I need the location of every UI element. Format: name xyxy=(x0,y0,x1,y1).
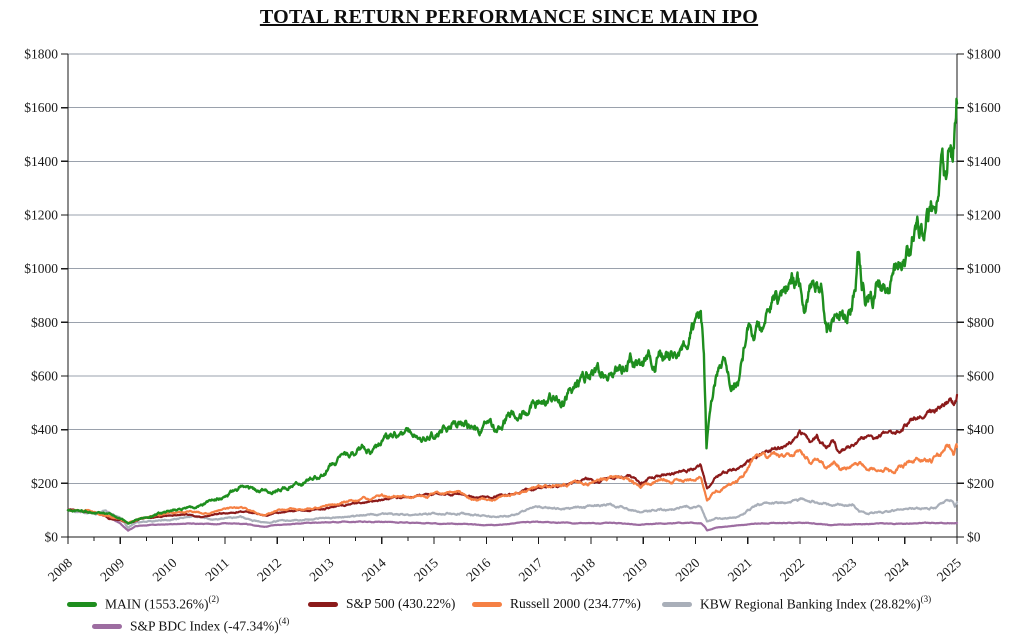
legend-label-kbw-regional-banking-index: KBW Regional Banking Index (28.82%)(3) xyxy=(700,594,932,612)
y-axis-label-right: $800 xyxy=(967,315,994,330)
legend-item-russell-2000: Russell 2000 (234.77%) xyxy=(472,596,641,612)
y-axis-label-left: $800 xyxy=(31,315,58,330)
x-axis-label: 2011 xyxy=(202,555,232,584)
x-axis-label: 2021 xyxy=(725,555,755,584)
legend-footnote-marker: (4) xyxy=(278,616,290,627)
legend-swatch-s-p-bdc-index xyxy=(92,623,122,629)
y-axis-label-left: $1400 xyxy=(24,154,58,169)
legend-item-s-p-bdc-index: S&P BDC Index (-47.34%)(4) xyxy=(92,616,290,634)
x-axis-label: 2014 xyxy=(359,555,389,584)
y-axis-label-right: $600 xyxy=(967,369,994,384)
x-axis-label: 2017 xyxy=(516,555,546,584)
legend-item-main: MAIN (1553.26%)(2) xyxy=(67,594,220,612)
y-axis-label-left: $200 xyxy=(31,476,58,491)
x-axis-label: 2024 xyxy=(882,555,912,584)
x-axis-label: 2008 xyxy=(45,555,75,584)
y-axis-label-right: $200 xyxy=(967,476,994,491)
y-axis-label-right: $1800 xyxy=(967,47,1001,62)
x-axis-label: 2019 xyxy=(620,555,650,584)
legend-item-kbw-regional-banking-index: KBW Regional Banking Index (28.82%)(3) xyxy=(662,594,932,612)
x-axis-label: 2023 xyxy=(829,555,859,584)
y-axis-label-right: $1400 xyxy=(967,154,1001,169)
legend-item-s-p-500: S&P 500 (430.22%) xyxy=(308,596,455,612)
legend-label-russell-2000: Russell 2000 (234.77%) xyxy=(510,596,641,611)
legend-swatch-main xyxy=(67,601,97,607)
x-axis-label: 2013 xyxy=(306,555,336,584)
y-axis-label-left: $600 xyxy=(31,369,58,384)
y-axis-label-right: $1000 xyxy=(967,261,1001,276)
y-axis-label-right: $1600 xyxy=(967,100,1001,115)
legend-footnote-marker: (3) xyxy=(920,594,932,605)
series-line-kbw-regional-banking-index xyxy=(66,497,959,529)
y-axis-label-left: $1600 xyxy=(24,100,58,115)
x-axis-label: 2015 xyxy=(411,555,441,584)
x-axis-label: 2009 xyxy=(97,555,127,584)
series-line-s-p-bdc-index xyxy=(66,508,959,532)
legend-swatch-kbw-regional-banking-index xyxy=(662,601,692,607)
x-axis-label: 2020 xyxy=(672,555,702,584)
x-axis-label: 2018 xyxy=(568,555,598,584)
legend-label-main: MAIN (1553.26%)(2) xyxy=(105,594,220,612)
y-axis-label-left: $1000 xyxy=(24,261,58,276)
x-axis-label: 2025 xyxy=(934,555,964,584)
series-line-russell-2000 xyxy=(66,443,959,525)
chart-title: TOTAL RETURN PERFORMANCE SINCE MAIN IPO xyxy=(259,6,759,28)
series-line-main xyxy=(66,97,959,525)
total-return-line-chart: $0 $0 $200 $200 $400 $400 $600 $600 $800 $800 $100… xyxy=(24,47,1001,585)
y-axis-label-left: $0 xyxy=(45,530,59,545)
y-axis-label-left: $1800 xyxy=(24,47,58,62)
legend-label-s-p-500: S&P 500 (430.22%) xyxy=(346,596,456,611)
y-axis-label-left: $1200 xyxy=(24,208,58,223)
x-axis-label: 2016 xyxy=(463,555,493,584)
legend-swatch-russell-2000 xyxy=(472,601,502,607)
x-axis-label: 2012 xyxy=(254,555,284,584)
x-axis-label: 2022 xyxy=(777,555,807,584)
y-axis-label-right: $0 xyxy=(967,530,981,545)
y-axis-label-left: $400 xyxy=(31,422,58,437)
legend-footnote-marker: (2) xyxy=(208,594,220,605)
y-axis-label-right: $400 xyxy=(967,422,994,437)
x-axis-label: 2010 xyxy=(149,555,179,584)
legend-label-s-p-bdc-index: S&P BDC Index (-47.34%)(4) xyxy=(130,616,290,634)
legend-swatch-s-p-500 xyxy=(308,601,338,607)
y-axis-label-right: $1200 xyxy=(967,208,1001,223)
